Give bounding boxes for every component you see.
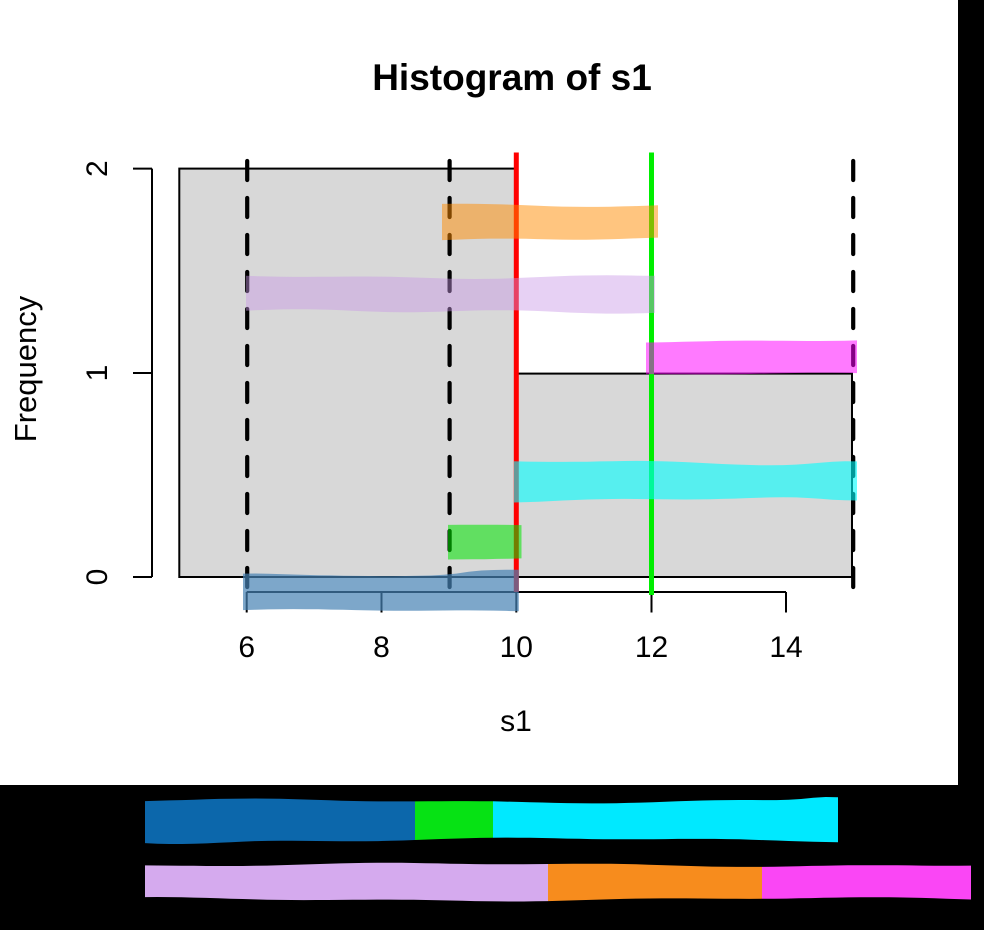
svg-text:10: 10	[500, 631, 533, 664]
svg-text:8: 8	[373, 631, 390, 664]
svg-text:14: 14	[769, 631, 802, 664]
svg-text:0: 0	[81, 569, 114, 586]
svg-text:2: 2	[81, 160, 114, 177]
svg-text:6: 6	[238, 631, 255, 664]
svg-text:s1: s1	[500, 705, 532, 738]
svg-text:1: 1	[81, 365, 114, 382]
svg-text:Histogram of s1: Histogram of s1	[372, 57, 652, 98]
svg-text:Frequency: Frequency	[8, 295, 43, 442]
svg-text:12: 12	[635, 631, 668, 664]
